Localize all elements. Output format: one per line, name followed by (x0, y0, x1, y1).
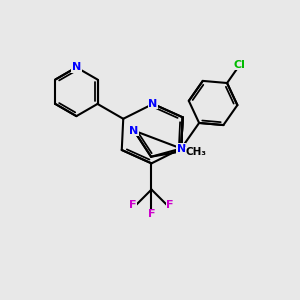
Text: N: N (148, 99, 158, 109)
Text: Cl: Cl (234, 60, 246, 70)
Text: CH₃: CH₃ (186, 147, 207, 157)
Text: N: N (129, 126, 139, 136)
Text: N: N (177, 143, 186, 154)
Text: F: F (129, 200, 136, 210)
Text: N: N (72, 62, 81, 72)
Text: F: F (167, 200, 174, 210)
Text: F: F (148, 209, 155, 220)
